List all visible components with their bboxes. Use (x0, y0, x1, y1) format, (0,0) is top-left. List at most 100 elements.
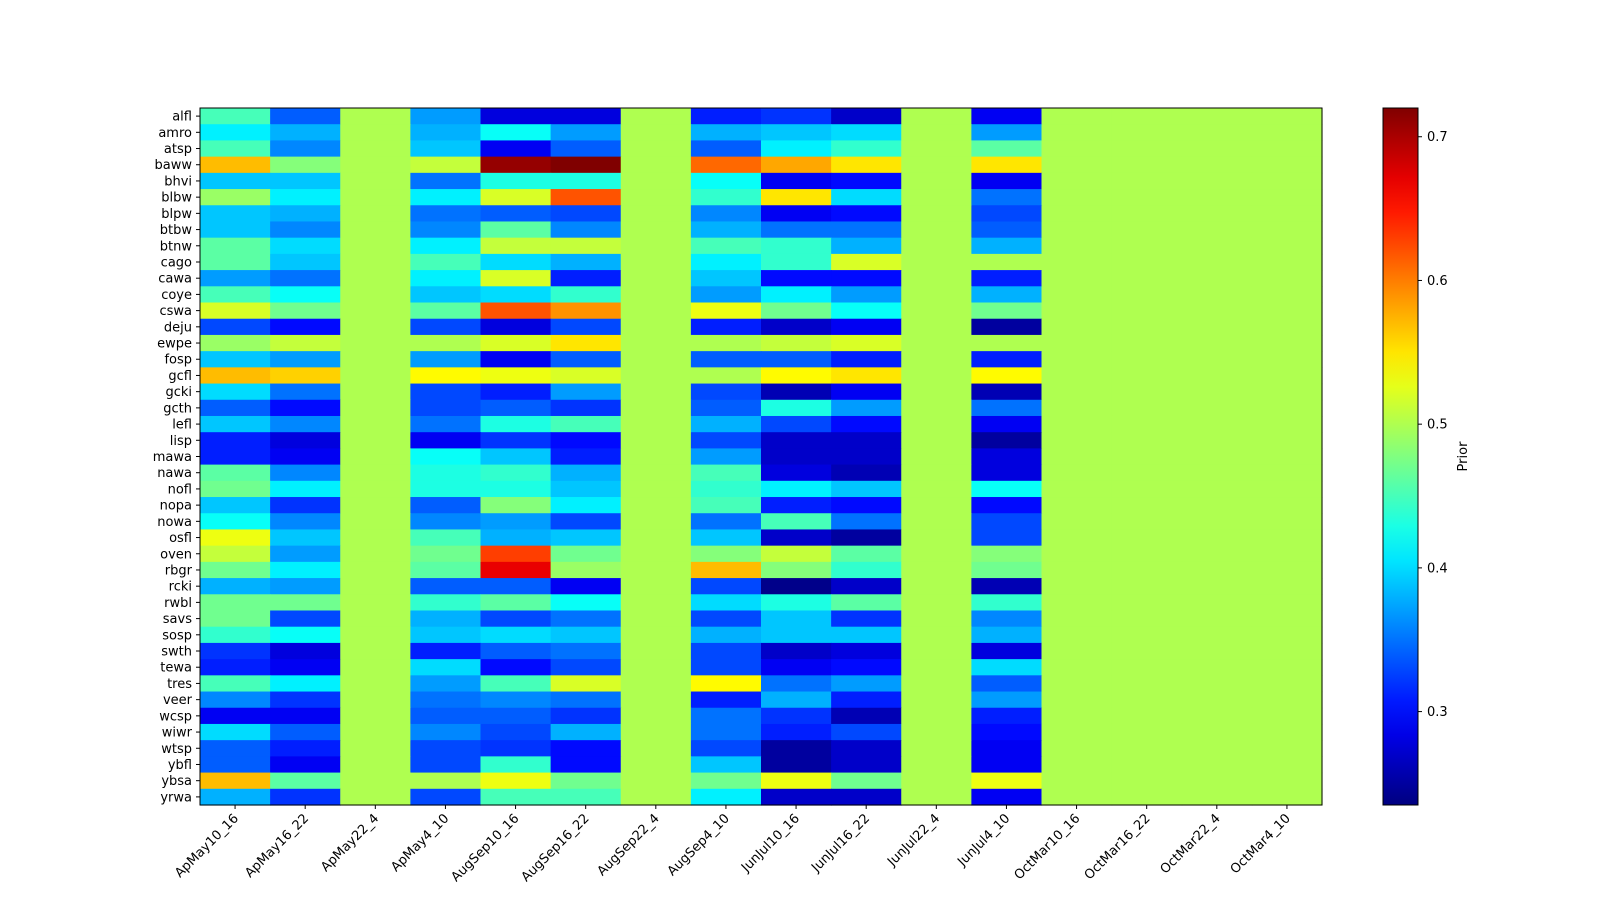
heatmap-cell (550, 334, 622, 352)
heatmap-cell (971, 740, 1043, 757)
heatmap-cell (1181, 383, 1253, 401)
heatmap-cell (1251, 383, 1323, 401)
heatmap-cell (550, 545, 622, 563)
heatmap-cell (690, 610, 762, 628)
heatmap-cell (1111, 140, 1183, 158)
heatmap-cell (200, 772, 271, 790)
heatmap-cell (200, 432, 271, 449)
heatmap-cell (200, 659, 271, 676)
heatmap-cell (761, 464, 832, 482)
heatmap-cell (901, 723, 972, 741)
heatmap-cell (901, 124, 972, 142)
heatmap-cell (340, 691, 411, 709)
heatmap-cell (1181, 156, 1253, 174)
heatmap-cell (831, 156, 902, 174)
heatmap-cell (971, 108, 1043, 125)
heatmap-cell (901, 318, 972, 336)
heatmap-cell (620, 529, 692, 547)
heatmap-cell (1251, 545, 1323, 563)
heatmap-cell (270, 399, 341, 417)
heatmap-cell (410, 270, 482, 287)
heatmap-cell (831, 448, 902, 466)
y-tick-label: yrwa (160, 790, 192, 805)
heatmap-cell (340, 367, 411, 385)
heatmap-cell (831, 286, 902, 304)
heatmap-cell (550, 480, 622, 498)
y-tick-label: blpw (161, 207, 192, 222)
heatmap-cell (1251, 675, 1323, 693)
heatmap-cell (1251, 723, 1323, 741)
heatmap-cell (1041, 740, 1113, 757)
heatmap-cell (340, 432, 411, 449)
heatmap-cell (410, 286, 482, 304)
heatmap-cell (270, 286, 341, 304)
heatmap-cell (971, 480, 1043, 498)
heatmap-cell (270, 480, 341, 498)
heatmap-cell (1041, 691, 1113, 709)
heatmap-cell (831, 772, 902, 790)
heatmap-cell (550, 286, 622, 304)
heatmap-cell (550, 659, 622, 676)
heatmap-cell (901, 205, 972, 223)
y-tick-label: wiwr (162, 726, 193, 741)
heatmap-cell (340, 723, 411, 741)
heatmap-cell (410, 497, 482, 514)
y-tick-label: oven (160, 547, 192, 562)
heatmap-cell (971, 723, 1043, 741)
heatmap-cell (761, 172, 832, 190)
heatmap-cell (1041, 205, 1113, 223)
heatmap-cell (901, 399, 972, 417)
heatmap-cell (410, 124, 482, 142)
x-tick-label: AugSep16_22 (519, 811, 593, 885)
heatmap-cell (1251, 286, 1323, 304)
heatmap-cell (901, 302, 972, 320)
heatmap-cell (410, 659, 482, 676)
heatmap-cell (1111, 189, 1183, 206)
heatmap-cell (761, 659, 832, 676)
heatmap-cell (340, 642, 411, 660)
heatmap-cell (1041, 772, 1113, 790)
heatmap-cell (200, 140, 271, 158)
heatmap-cell (340, 172, 411, 190)
heatmap-cell (620, 578, 692, 595)
heatmap-cell (270, 318, 341, 336)
heatmap-cell (761, 626, 832, 644)
heatmap-cell (690, 642, 762, 660)
heatmap-cell (620, 545, 692, 563)
heatmap-cell (200, 642, 271, 660)
heatmap-cell (831, 691, 902, 709)
heatmap-cell (550, 237, 622, 255)
heatmap-cell (1181, 124, 1253, 142)
heatmap-cell (1251, 237, 1323, 255)
heatmap-cell (1041, 675, 1113, 693)
heatmap-cell (1181, 205, 1253, 223)
heatmap-cell (550, 756, 622, 774)
y-tick-label: savs (163, 612, 192, 627)
heatmap-cell (761, 594, 832, 612)
heatmap-cell (1111, 610, 1183, 628)
heatmap-cell (1111, 659, 1183, 676)
heatmap-cell (1111, 513, 1183, 531)
heatmap-cell (620, 302, 692, 320)
heatmap-cell (200, 529, 271, 547)
heatmap-cell (971, 448, 1043, 466)
heatmap-cell (620, 156, 692, 174)
heatmap-cell (200, 383, 271, 401)
heatmap-cell (1181, 140, 1253, 158)
x-tick-label: JunJul22_4 (884, 811, 943, 870)
y-tick-label: rcki (169, 580, 192, 595)
x-axis: ApMay10_16 ApMay16_22 ApMay22_4 ApMay4_10Au… (172, 805, 1294, 885)
heatmap-cell (1181, 286, 1253, 304)
heatmap-cell (410, 156, 482, 174)
heatmap-cell (831, 140, 902, 158)
heatmap-cell (340, 545, 411, 563)
y-tick-label: btbw (160, 223, 193, 238)
heatmap-cell (1041, 124, 1113, 142)
heatmap-cell (1181, 189, 1253, 206)
heatmap-cell (200, 399, 271, 417)
heatmap-cell (690, 561, 762, 579)
heatmap-cell (690, 172, 762, 190)
heatmap-cell (410, 529, 482, 547)
heatmap-cell (480, 270, 552, 287)
heatmap-cell (270, 675, 341, 693)
